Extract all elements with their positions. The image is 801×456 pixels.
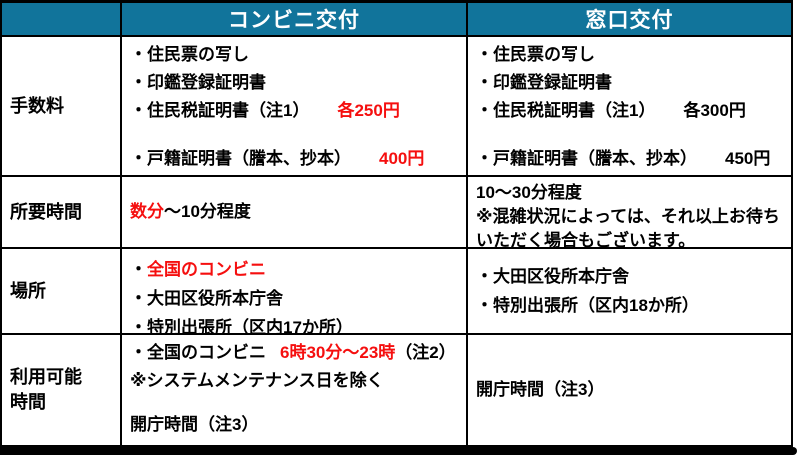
duration-rest: ～10分程度	[164, 202, 251, 221]
hours-label-line2: 時間	[10, 392, 46, 412]
fee-amount: 各250円	[337, 101, 400, 120]
list-item-text: ・住民税証明書（注1）	[476, 101, 656, 120]
duration-text: 10～30分程度	[476, 181, 785, 205]
location-madoguchi-cell: ・大田区役所本庁舎 ・特別出張所（区内18か所）	[466, 247, 791, 333]
list-item-text: ・住民票の写し	[476, 45, 595, 64]
location-label: 場所	[10, 280, 46, 301]
list-item-text: ※システムメンテナンス日を除く	[130, 371, 384, 390]
duration-label-cell: 所要時間	[2, 175, 120, 247]
list-item: ・戸籍証明書（謄本、抄本） 400円	[130, 145, 460, 173]
hours-office-time: 開庁時間（注3）	[130, 411, 460, 441]
duration-conbini-cell: 数分～10分程度	[120, 175, 466, 247]
list-item: ・住民税証明書（注1） 各300円	[476, 97, 785, 125]
list-item: ・住民票の写し	[476, 41, 785, 69]
duration-text: 数分～10分程度	[130, 198, 460, 226]
list-item: ・全国のコンビニ	[130, 255, 460, 284]
spacer	[130, 395, 460, 411]
fee-amount: 400円	[379, 149, 425, 168]
duration-note: ※混雑状況によっては、それ以上お待ちいただく場合もございます。	[476, 207, 780, 247]
fees-label-cell: 手数料	[2, 35, 120, 175]
list-item-text: ・大田区役所本庁舎	[130, 289, 283, 308]
hours-highlight: 6時30分～23時	[280, 343, 396, 362]
list-item-text: ・大田区役所本庁舎	[476, 267, 629, 286]
list-item-text: ・住民税証明書（注1）	[130, 101, 310, 120]
comparison-table: コンビニ交付 窓口交付 手数料 ・住民票の写し ・印鑑登録証明書 ・住民税証明書…	[0, 0, 793, 447]
list-item-text: ・印鑑登録証明書	[130, 73, 266, 92]
list-item-text: ・特別出張所（区内17か所）	[130, 318, 353, 333]
location-label-cell: 場所	[2, 247, 120, 333]
hours-maintenance-note: ※システムメンテナンス日を除く	[130, 367, 460, 395]
list-item: ・印鑑登録証明書	[130, 69, 460, 97]
list-item-text: ・印鑑登録証明書	[476, 73, 612, 92]
hours-note-ref: （注2）	[395, 343, 456, 362]
location-conbini-cell: ・全国のコンビニ ・大田区役所本庁舎 ・特別出張所（区内17か所）	[120, 247, 466, 333]
list-item-text: ・特別出張所（区内18か所）	[476, 296, 699, 315]
fee-amount: 450円	[725, 149, 771, 168]
list-item: ・大田区役所本庁舎	[476, 262, 785, 291]
list-item: ・全国のコンビニ 6時30分～23時（注2）	[130, 339, 460, 367]
table-bottom-border-bar	[0, 447, 797, 455]
list-item-text: ・戸籍証明書（謄本、抄本）	[476, 149, 697, 168]
hours-label-cell: 利用可能 時間	[2, 333, 120, 445]
list-item: ・住民票の写し	[130, 41, 460, 69]
hours-label-line1: 利用可能	[10, 367, 82, 387]
header-cell-conbini: コンビニ交付	[120, 3, 466, 35]
list-item-text: ・全国のコンビニ	[130, 343, 266, 362]
hours-madoguchi-cell: 開庁時間（注3）	[466, 333, 791, 445]
list-item: ・住民税証明書（注1） 各250円	[130, 97, 460, 125]
list-item-text: 開庁時間（注3）	[476, 380, 605, 399]
header-conbini-label: コンビニ交付	[228, 9, 360, 32]
fees-madoguchi-cell: ・住民票の写し ・印鑑登録証明書 ・住民税証明書（注1） 各300円 ・戸籍証明書…	[466, 35, 791, 175]
location-highlight: 全国のコンビニ	[147, 260, 266, 279]
list-item-text: ・戸籍証明書（謄本、抄本）	[130, 149, 351, 168]
header-cell-madoguchi: 窓口交付	[466, 3, 791, 35]
list-item: ・戸籍証明書（謄本、抄本） 450円	[476, 145, 785, 173]
list-item: ・特別出張所（区内18か所）	[476, 291, 785, 320]
header-madoguchi-label: 窓口交付	[585, 9, 674, 32]
fees-label: 手数料	[10, 95, 64, 116]
bullet: ・	[130, 260, 147, 279]
hours-conbini-cell: ・全国のコンビニ 6時30分～23時（注2） ※システムメンテナンス日を除く 開庁…	[120, 333, 466, 445]
duration-label: 所要時間	[10, 201, 82, 222]
fee-amount: 各300円	[683, 101, 746, 120]
list-item: ・特別出張所（区内17か所）	[130, 313, 460, 333]
hours-office-time: 開庁時間（注3）	[476, 376, 785, 404]
duration-line1: 10～30分程度	[476, 183, 582, 202]
list-item: ・印鑑登録証明書	[476, 69, 785, 97]
list-item: ・大田区役所本庁舎	[130, 284, 460, 313]
duration-highlight: 数分	[130, 202, 164, 221]
header-corner-cell	[2, 3, 120, 35]
duration-madoguchi-cell: 10～30分程度 ※混雑状況によっては、それ以上お待ちいただく場合もございます。	[466, 175, 791, 247]
list-item-text: ・住民票の写し	[130, 45, 249, 64]
list-item-text: 開庁時間（注3）	[130, 415, 259, 434]
fees-conbini-cell: ・住民票の写し ・印鑑登録証明書 ・住民税証明書（注1） 各250円 ・戸籍証明書…	[120, 35, 466, 175]
